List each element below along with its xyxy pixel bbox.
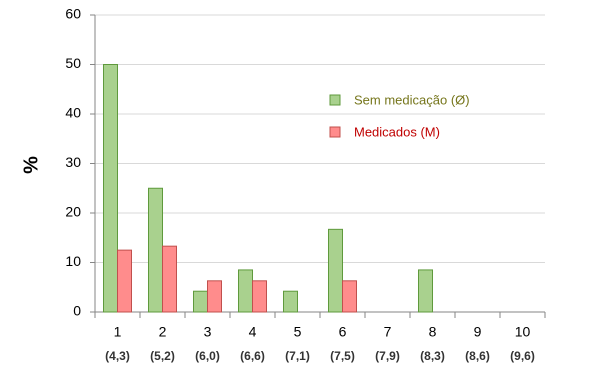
bar bbox=[162, 245, 177, 313]
x-tick-sublabel: (6,6) bbox=[240, 349, 265, 363]
bar bbox=[252, 280, 267, 313]
x-tick-sublabel: (7,1) bbox=[285, 349, 310, 363]
x-tick-sublabel: (8,3) bbox=[420, 349, 445, 363]
x-tick-sublabel: (5,2) bbox=[150, 349, 175, 363]
x-tick-label: 6 bbox=[339, 324, 347, 340]
x-tick-label: 4 bbox=[249, 324, 257, 340]
bar bbox=[238, 269, 253, 313]
y-tick-label: 50 bbox=[65, 55, 81, 71]
legend-swatch bbox=[329, 94, 341, 106]
y-tick-label: 0 bbox=[73, 303, 81, 319]
x-tick-label: 7 bbox=[384, 324, 392, 340]
x-tick-label: 2 bbox=[159, 324, 167, 340]
bar bbox=[283, 290, 298, 313]
y-axis-label: % bbox=[20, 156, 42, 174]
bar bbox=[418, 269, 433, 313]
bar bbox=[207, 280, 222, 313]
x-tick-label: 10 bbox=[515, 324, 531, 340]
x-tick-sublabel: (4,3) bbox=[105, 349, 130, 363]
x-tick-label: 9 bbox=[474, 324, 482, 340]
bar bbox=[342, 280, 357, 313]
x-tick-label: 5 bbox=[294, 324, 302, 340]
x-tick-sublabel: (9,6) bbox=[510, 349, 535, 363]
x-tick-label: 3 bbox=[204, 324, 212, 340]
x-tick-sublabel: (7,9) bbox=[375, 349, 400, 363]
legend-swatch bbox=[329, 126, 341, 138]
bar bbox=[328, 228, 343, 313]
bar bbox=[193, 290, 208, 313]
x-tick-label: 1 bbox=[114, 324, 122, 340]
y-tick-label: 40 bbox=[65, 105, 81, 121]
x-tick-label: 8 bbox=[429, 324, 437, 340]
y-tick-label: 30 bbox=[65, 154, 81, 170]
x-tick-sublabel: (8,6) bbox=[465, 349, 490, 363]
legend-label: Medicados (M) bbox=[354, 124, 440, 139]
y-tick-label: 20 bbox=[65, 204, 81, 220]
x-tick-sublabel: (6,0) bbox=[195, 349, 220, 363]
bar bbox=[148, 187, 163, 313]
y-tick-label: 10 bbox=[65, 253, 81, 269]
bar bbox=[117, 249, 132, 313]
x-tick-sublabel: (7,5) bbox=[330, 349, 355, 363]
legend-label: Sem medicação (Ø) bbox=[354, 92, 470, 107]
y-tick-label: 60 bbox=[65, 6, 81, 22]
bar bbox=[103, 64, 118, 313]
